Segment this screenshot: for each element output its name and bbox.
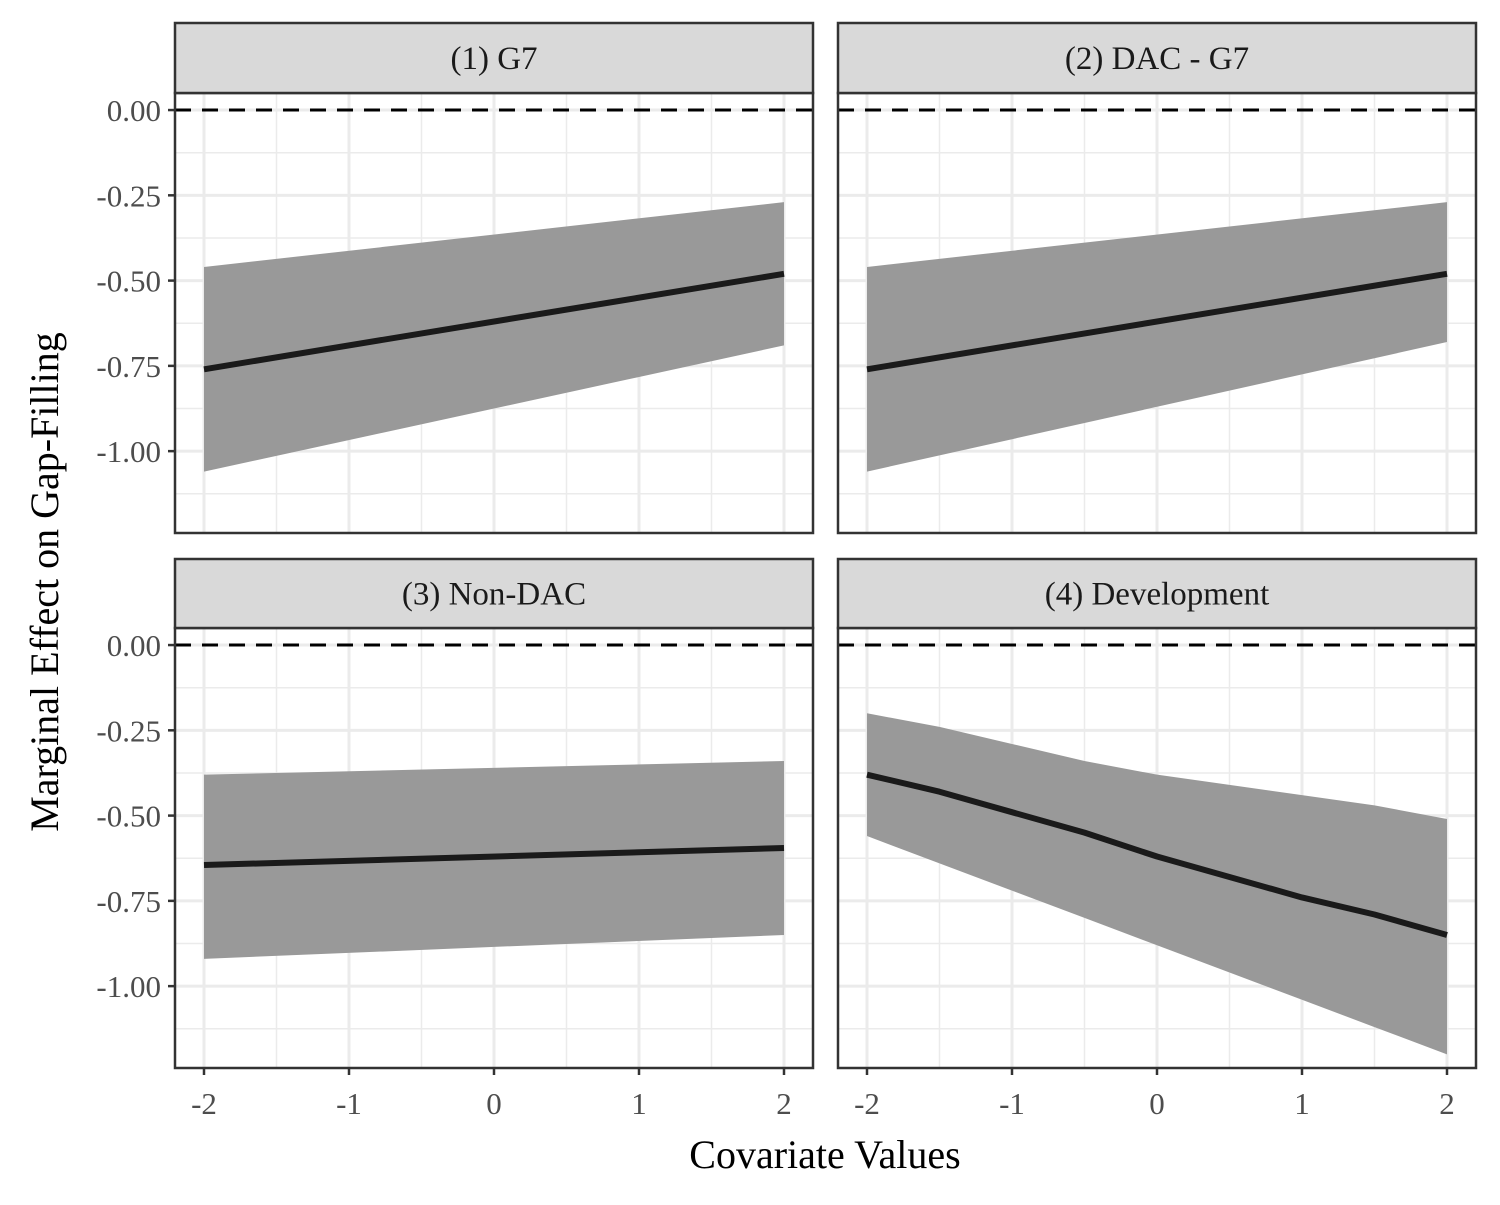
y-tick-label: -0.25 [96,713,161,748]
panel-1: (1) G7 0.00 -0.25 -0.50 -0.75 -1.00 [96,21,815,535]
x-tick-label: 1 [1294,1086,1310,1121]
confidence-ribbon [867,202,1447,472]
x-tick-label: -2 [191,1086,217,1121]
marginal-effect-line [866,771,1448,938]
x-tick-label: 2 [776,1086,792,1121]
x-tick-label: 0 [1149,1086,1165,1121]
confidence-ribbon [204,761,784,959]
confidence-ribbon [867,713,1447,1055]
marginal-effect-line [203,270,785,373]
y-tick-label: -0.50 [96,799,161,834]
x-tick-label: 0 [486,1086,502,1121]
y-tick-label: -0.75 [96,349,161,384]
x-tick-label: -1 [999,1086,1025,1121]
x-tick-label: -2 [854,1086,880,1121]
facet-strip [836,21,1478,95]
y-tick-label: -0.75 [96,884,161,919]
y-tick-label: -1.00 [96,969,161,1004]
y-tick-label: -0.50 [96,264,161,299]
facet-strip [836,557,1478,630]
facet-title: (2) DAC - G7 [1065,41,1249,77]
y-tick-label: 0.00 [107,93,161,128]
y-axis-title: Marginal Effect on Gap-Filling [22,332,67,832]
panel-2: (2) DAC - G7 [836,21,1478,535]
x-tick-label: 2 [1439,1086,1455,1121]
x-axis-title: Covariate Values [689,1132,960,1177]
facet-strip [173,557,815,630]
marginal-effect-line [203,845,785,869]
panel-4: (4) Development -2 -1 0 1 2 [836,557,1478,1121]
facet-title: (1) G7 [450,41,537,77]
marginal-effect-line [866,270,1448,373]
x-tick-label: -1 [336,1086,362,1121]
y-tick-label: -1.00 [96,434,161,469]
panels: (1) G7 0.00 -0.25 -0.50 -0.75 -1.00 (2) DAC - … [96,21,1478,1121]
y-tick-label: -0.25 [96,178,161,213]
panel-3: (3) Non-DAC 0.00 -0.25 -0.50 -0.75 -1.00 -2 -1 0… [96,557,815,1121]
confidence-ribbon [204,202,784,472]
facet-strip [173,21,815,95]
y-tick-label: 0.00 [107,628,161,663]
x-tick-label: 1 [631,1086,647,1121]
facet-title: (3) Non-DAC [402,577,586,613]
facet-title: (4) Development [1045,577,1270,613]
